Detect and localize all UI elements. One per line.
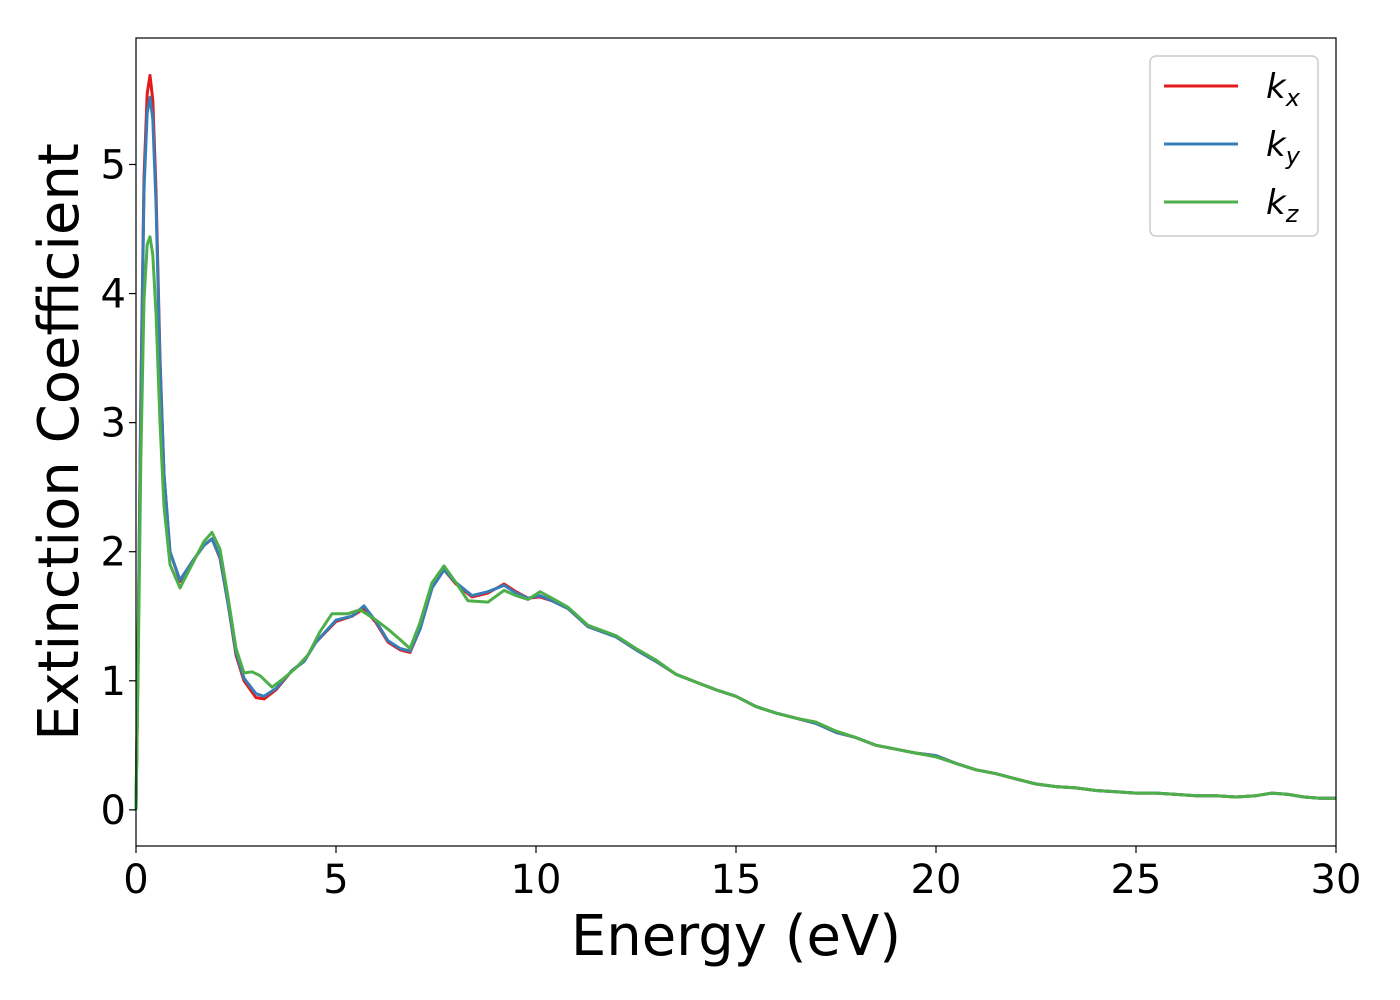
- legend-box: [1149, 55, 1319, 237]
- legend-label-kz: kz: [1266, 183, 1300, 228]
- series-line-kz: [134, 235, 1336, 810]
- series-layer: [134, 73, 1336, 810]
- y-axis-ticks: 0 1 2 3 4 5: [101, 142, 136, 834]
- y-tick-label: 4: [101, 272, 126, 318]
- y-tick-label: 5: [101, 142, 126, 188]
- x-tick-label: 30: [1311, 857, 1362, 903]
- legend: kx ky kz: [1149, 55, 1319, 237]
- y-tick-label: 0: [101, 788, 126, 834]
- legend-label-ky: ky: [1266, 125, 1301, 170]
- x-tick-label: 20: [911, 857, 962, 903]
- x-tick-label: 5: [323, 857, 348, 903]
- y-tick-label: 3: [101, 401, 126, 447]
- x-tick-label: 0: [123, 857, 148, 903]
- y-axis-label: Extinction Coefficient: [27, 143, 92, 741]
- legend-label-kx: kx: [1266, 67, 1301, 112]
- x-axis-label: Energy (eV): [571, 904, 901, 969]
- x-tick-label: 10: [511, 857, 562, 903]
- y-tick-label: 2: [101, 530, 126, 576]
- y-tick-label: 1: [101, 659, 126, 705]
- x-axis-ticks: 0 5 10 15 20 25 30: [123, 846, 1361, 903]
- x-tick-label: 15: [711, 857, 762, 903]
- x-tick-label: 25: [1111, 857, 1162, 903]
